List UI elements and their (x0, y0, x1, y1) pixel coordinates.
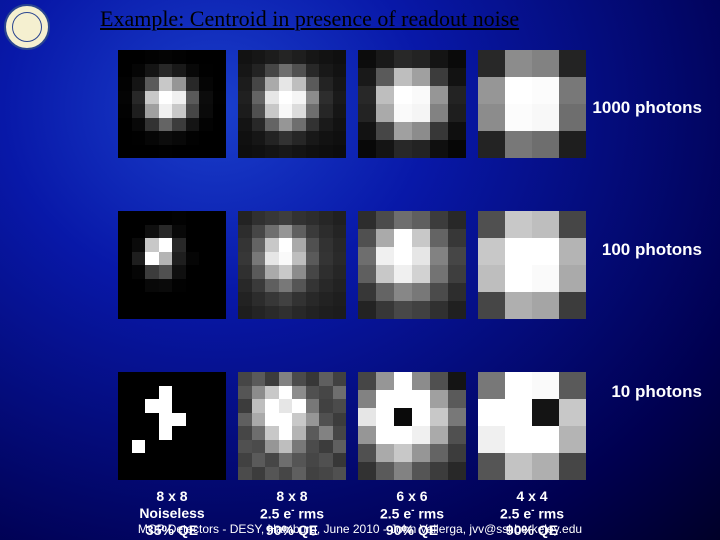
row-label: 100 photons (602, 240, 702, 260)
pixel-tile (478, 211, 586, 319)
footer-text: MCP Detectors - DESY, Hamburg, June 2010… (0, 522, 720, 536)
image-row (118, 211, 586, 319)
pixel-tile (118, 50, 226, 158)
pixel-tile (478, 372, 586, 480)
pixel-tile (118, 372, 226, 480)
pixel-tile (478, 50, 586, 158)
image-grid (118, 50, 586, 480)
image-row (118, 50, 586, 158)
pixel-tile (358, 211, 466, 319)
pixel-tile (238, 211, 346, 319)
seal-logo (4, 4, 50, 50)
row-label: 1000 photons (592, 98, 702, 118)
pixel-tile (238, 50, 346, 158)
pixel-tile (238, 372, 346, 480)
pixel-tile (358, 372, 466, 480)
image-row (118, 372, 586, 480)
pixel-tile (358, 50, 466, 158)
pixel-tile (118, 211, 226, 319)
row-label: 10 photons (611, 382, 702, 402)
slide-title: Example: Centroid in presence of readout… (100, 6, 519, 32)
